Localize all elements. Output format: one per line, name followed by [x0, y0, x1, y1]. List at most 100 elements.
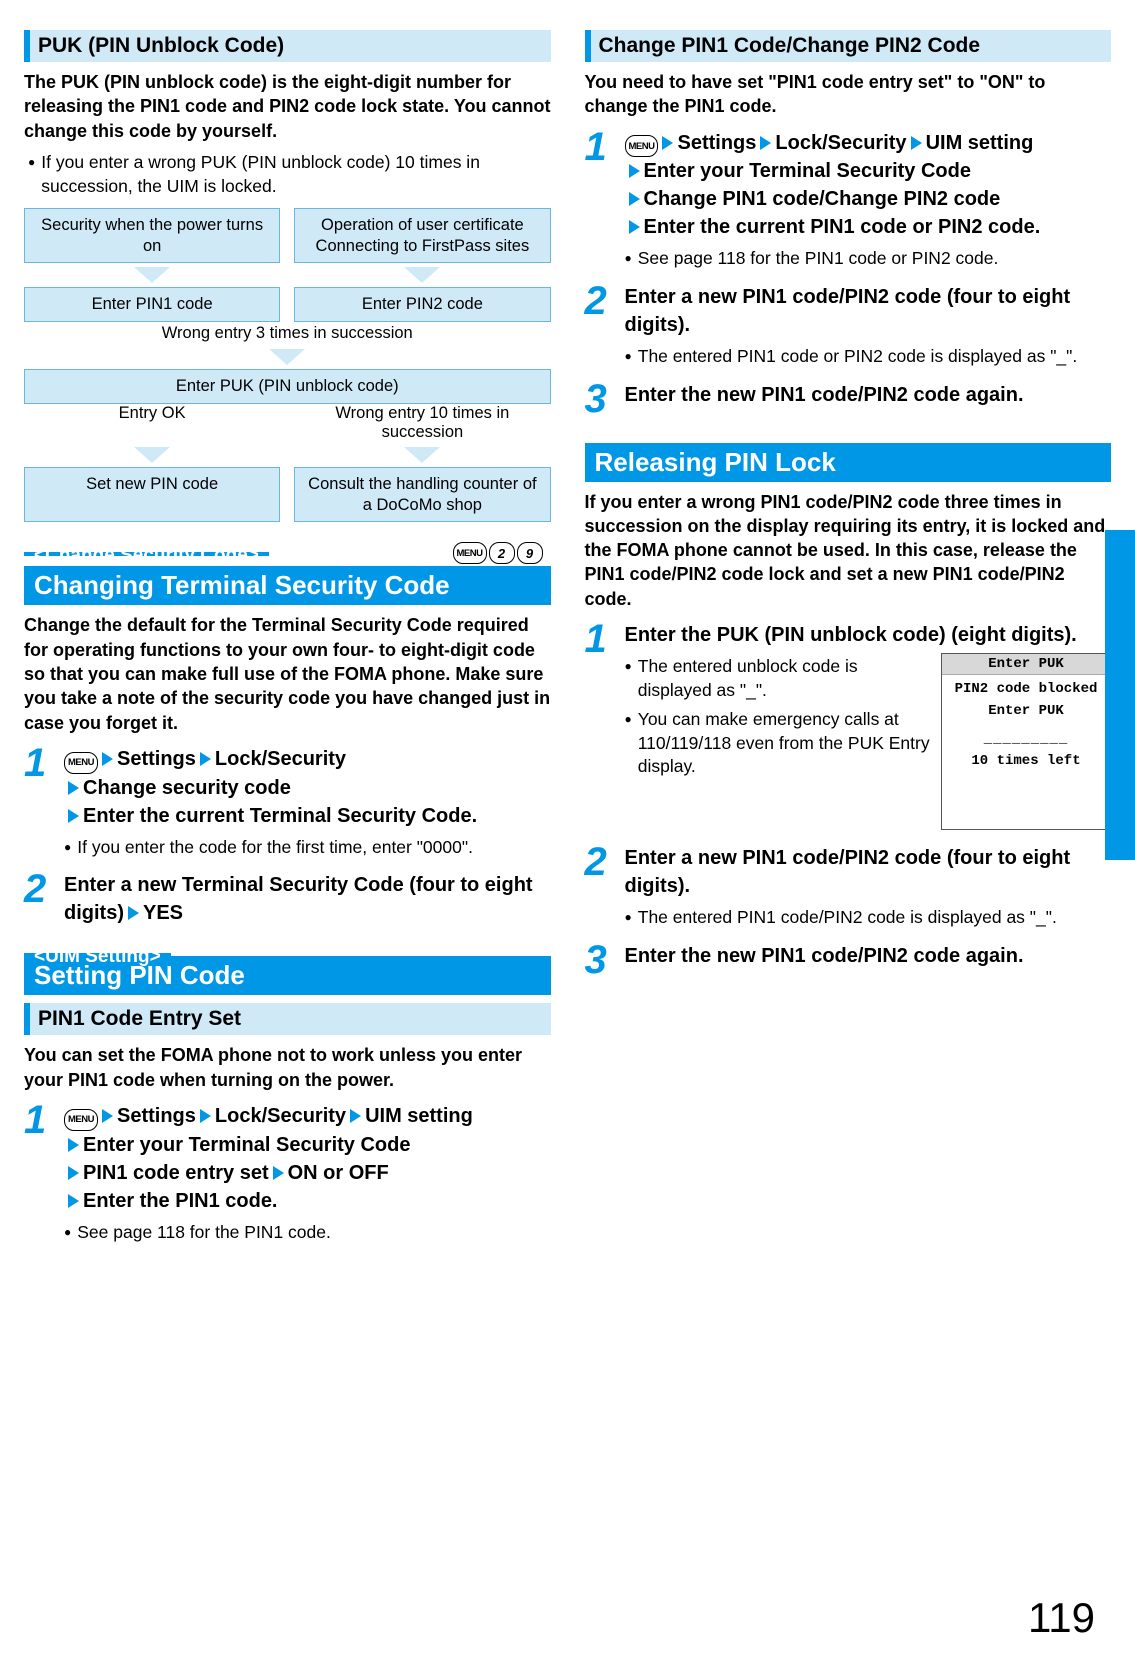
step-number: 1 [24, 745, 54, 861]
menu-key-icon: MENU [625, 135, 659, 157]
menu-key-icon: MENU [64, 1109, 98, 1131]
rel-step1-title: Enter the PUK (PIN unblock code) (eight … [625, 621, 1112, 649]
flow-arrow-icon [404, 267, 440, 283]
nav-lock-security: Lock/Security [215, 1105, 346, 1127]
key-9-icon: 9 [517, 542, 543, 564]
bullet-icon [64, 1221, 71, 1245]
key-2-icon: 2 [489, 542, 515, 564]
rel-step1-note2-text: You can make emergency calls at 110/119/… [638, 708, 931, 779]
nav-lock-security: Lock/Security [775, 132, 906, 154]
step-number: 1 [24, 1102, 54, 1246]
nav-settings: Settings [117, 748, 196, 770]
uim-intro: You can set the FOMA phone not to work u… [24, 1043, 551, 1092]
nav-enter-terminal-code: Enter your Terminal Security Code [83, 1134, 411, 1156]
nav-arrow-icon [200, 752, 211, 766]
nav-lock-security: Lock/Security [215, 748, 346, 770]
puk-intro: The PUK (PIN unblock code) is the eight-… [24, 70, 551, 143]
release-intro: If you enter a wrong PIN1 code/PIN2 code… [585, 490, 1112, 611]
step-number: 3 [585, 942, 615, 978]
rel-step2-title: Enter a new PIN1 code/PIN2 code (four to… [625, 844, 1112, 900]
flow-box-set-new: Set new PIN code [24, 467, 280, 522]
cp-step1-note-text: See page 118 for the PIN1 code or PIN2 c… [638, 247, 999, 271]
release-step2: 2 Enter a new PIN1 code/PIN2 code (four … [585, 844, 1112, 932]
nav-uim-setting: UIM setting [926, 132, 1034, 154]
nav-arrow-icon [273, 1166, 284, 1180]
puk-header: PUK (PIN Unblock Code) [24, 30, 551, 62]
bullet-icon [625, 655, 632, 702]
nav-arrow-icon [68, 781, 79, 795]
change-sec-step2: 2 Enter a new Terminal Security Code (fo… [24, 871, 551, 927]
bullet-icon [28, 151, 35, 198]
step1-note-text: If you enter the code for the first time… [77, 836, 473, 860]
flow-arrow-icon [134, 447, 170, 463]
step2-yes: YES [143, 902, 183, 924]
release-step3: 3 Enter the new PIN1 code/PIN2 code agai… [585, 942, 1112, 978]
uim-step1-note: See page 118 for the PIN1 code. [64, 1221, 551, 1245]
change-pin-header: Change PIN1 Code/Change PIN2 Code [585, 30, 1112, 62]
cp-step3-title: Enter the new PIN1 code/PIN2 code again. [625, 381, 1112, 409]
left-column: PUK (PIN Unblock Code) The PUK (PIN unbl… [24, 30, 551, 1252]
rel-step2-note-text: The entered PIN1 code/PIN2 code is displ… [638, 906, 1057, 930]
nav-settings: Settings [117, 1105, 196, 1127]
flow-box-pin1: Enter PIN1 code [24, 287, 280, 322]
nav-arrow-icon [629, 192, 640, 206]
step2-title: Enter a new Terminal Security Code (four… [64, 871, 551, 927]
flow-arrow-icon [269, 349, 305, 365]
step-number: 2 [585, 283, 615, 371]
cp-step2-title: Enter a new PIN1 code/PIN2 code (four to… [625, 283, 1112, 339]
flow-box-consult: Consult the handling counter of a DoCoMo… [294, 467, 550, 522]
phone-screen-title: Enter PUK [942, 654, 1110, 675]
nav-pin1-entry-set: PIN1 code entry set [83, 1162, 269, 1184]
nav-arrow-icon [200, 1109, 211, 1123]
flow-box-security-on: Security when the power turns on [24, 208, 280, 263]
change-pin-step1: 1 MENUSettingsLock/SecurityUIM setting E… [585, 129, 1112, 273]
bullet-icon [625, 247, 632, 271]
nav-arrow-icon [68, 1138, 79, 1152]
change-sec-intro: Change the default for the Terminal Secu… [24, 613, 551, 734]
flow-box-puk: Enter PUK (PIN unblock code) [24, 369, 551, 404]
step-number: 3 [585, 381, 615, 417]
side-tab-label: Security Settings [1110, 533, 1131, 680]
nav-arrow-icon [68, 1194, 79, 1208]
step-number: 2 [585, 844, 615, 932]
change-pin-step2: 2 Enter a new PIN1 code/PIN2 code (four … [585, 283, 1112, 371]
nav-arrow-icon [102, 752, 113, 766]
bullet-icon [64, 836, 71, 860]
nav-enter-current-pin: Enter the current PIN1 code or PIN2 code… [644, 216, 1041, 238]
flow-box-firstpass: Operation of user certificate Connecting… [294, 208, 550, 263]
uim-tag: <UIM Setting> [24, 953, 171, 957]
change-pin-intro: You need to have set "PIN1 code entry se… [585, 70, 1112, 119]
release-header: Releasing PIN Lock [585, 443, 1112, 482]
page-number: 119 [1028, 1594, 1095, 1642]
bullet-icon [625, 708, 632, 779]
nav-settings: Settings [677, 132, 756, 154]
uim-step1: 1 MENUSettingsLock/SecurityUIM setting E… [24, 1102, 551, 1246]
flow-arrow-icon [134, 267, 170, 283]
nav-enter-terminal-code: Enter your Terminal Security Code [644, 160, 972, 182]
cp-step1-title: MENU Settings Lock/Security UIM setting Ent… [625, 129, 1112, 242]
cp-step1-note: See page 118 for the PIN1 code or PIN2 c… [625, 247, 1112, 271]
nav-enter-pin1: Enter the PIN1 code. [83, 1190, 278, 1212]
puk-bullet-text: If you enter a wrong PUK (PIN unblock co… [41, 151, 550, 198]
flow-label-wrong10: Wrong entry 10 times in succession [294, 404, 550, 444]
phone-screen-line3: 10 times left [942, 753, 1110, 769]
uim-sub-header: PIN1 Code Entry Set [24, 1003, 551, 1035]
nav-arrow-icon [68, 1166, 79, 1180]
flow-arrow-icon [404, 447, 440, 463]
menu-key-icon: MENU [64, 752, 98, 774]
nav-arrow-icon [128, 906, 139, 920]
nav-change-pin: Change PIN1 code/Change PIN2 code [644, 188, 1001, 210]
uim-step1-title: MENUSettingsLock/SecurityUIM setting Ent… [64, 1102, 551, 1215]
nav-arrow-icon [760, 136, 771, 150]
step1-note: If you enter the code for the first time… [64, 836, 551, 860]
nav-arrow-icon [102, 1109, 113, 1123]
bullet-icon [625, 906, 632, 930]
change-sec-header-line: <Change Security Code> MENU 2 9 [24, 540, 551, 566]
phone-screen-line2: Enter PUK [942, 703, 1110, 719]
rel-step3-title: Enter the new PIN1 code/PIN2 code again. [625, 942, 1112, 970]
nav-arrow-icon [662, 136, 673, 150]
step1-title: MENUSettingsLock/Security Change securit… [64, 745, 551, 830]
rel-step1-note1: The entered unblock code is displayed as… [625, 655, 932, 702]
cp-step2-note-text: The entered PIN1 code or PIN2 code is di… [638, 345, 1077, 369]
release-step1: 1 Enter the PUK (PIN unblock code) (eigh… [585, 621, 1112, 834]
